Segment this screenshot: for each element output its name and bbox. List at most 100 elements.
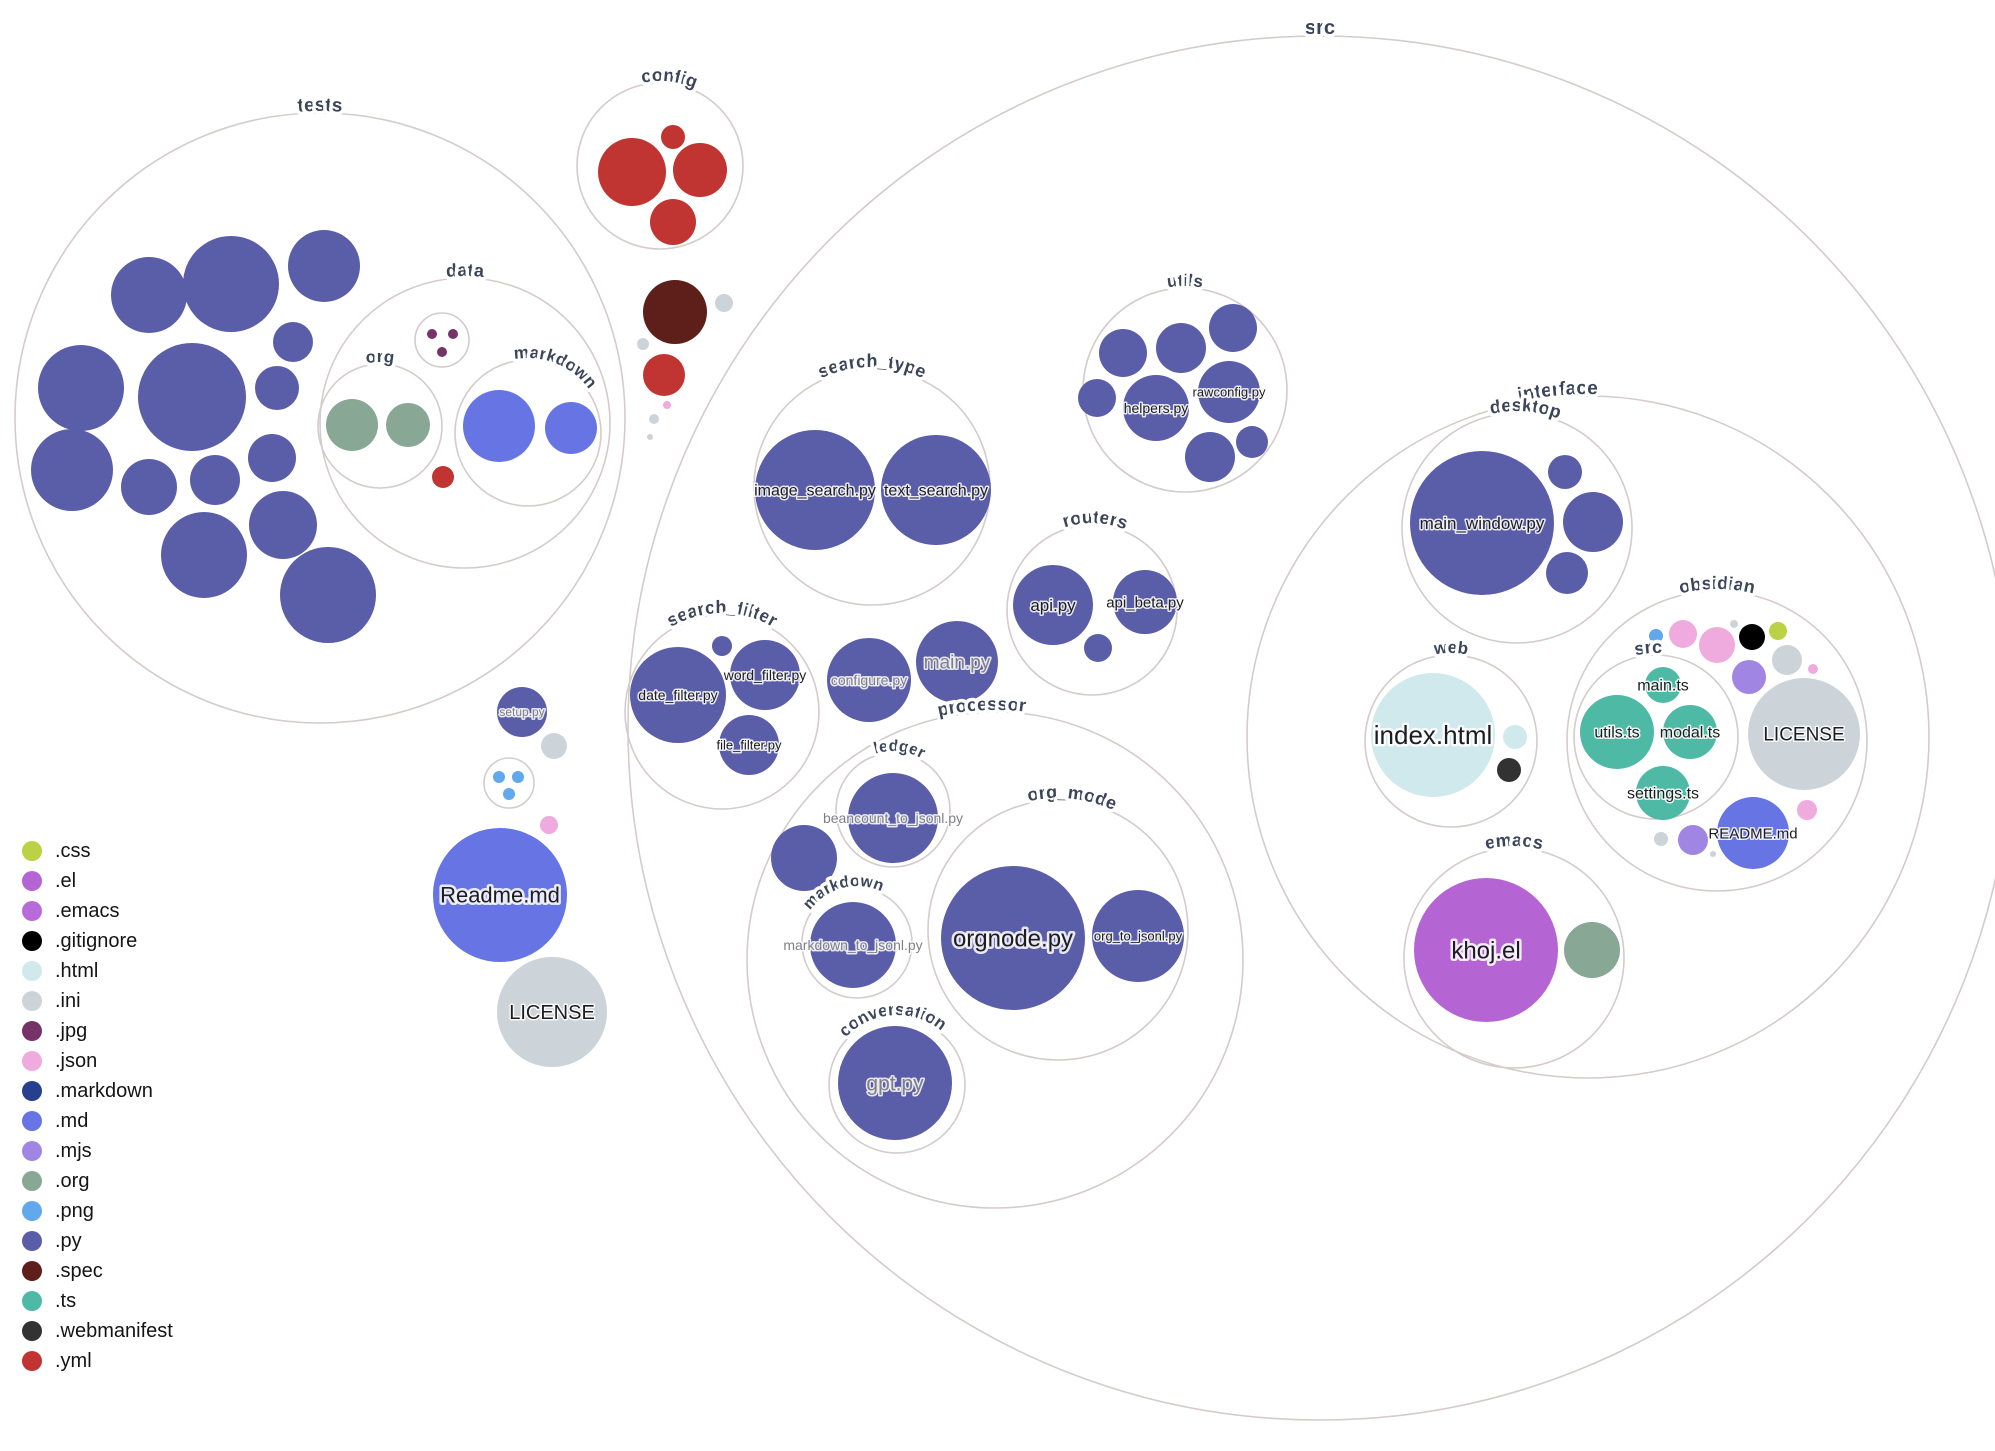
file-tests-py-12-circle: [161, 512, 247, 598]
file-utils-py-5-circle: [1185, 432, 1235, 482]
file-tests-py-3-circle: [288, 230, 360, 302]
legend-label-py: .py: [55, 1230, 82, 1252]
legend-item-emacs: .emacs: [22, 896, 173, 926]
file-rawconfig-py-label: rawconfig.py: [1193, 385, 1266, 400]
legend-label-md: .md: [55, 1110, 89, 1132]
legend-item-yml: .yml: [22, 1346, 173, 1376]
file-main-window-py-circle: [1410, 451, 1554, 595]
file-utils-py-6-circle: [1236, 426, 1268, 458]
file-root-ini-4-circle: [647, 434, 653, 440]
file-data-org-1-circle: [326, 399, 378, 451]
file-utils-py-1-circle: [1099, 329, 1147, 377]
file-desktop-py-3-circle: [1563, 492, 1623, 552]
file-index-html-circle: [1371, 673, 1495, 797]
folder-interface-desktop-circle: [1401, 412, 1633, 644]
file-web-html-2-circle: [1503, 725, 1527, 749]
file-orgnode-py-circle: [941, 866, 1085, 1010]
file-settings-ts-circle: [1636, 766, 1690, 820]
file-tests-py-5-circle: [38, 345, 124, 431]
legend-item-el: .el: [22, 866, 173, 896]
file-setup-py-label: setup.py: [499, 705, 544, 719]
file-beancount-to-jsonl-py-circle: [848, 773, 938, 863]
file-rawconfig-py-circle: [1198, 361, 1260, 423]
legend-label-org: .org: [55, 1170, 90, 1192]
file-tests-py-7-circle: [255, 366, 299, 410]
legend-item-mjs: .mjs: [22, 1136, 173, 1166]
legend-swatch-emacs-icon: [22, 901, 42, 921]
file-api-py-circle: [1013, 565, 1093, 645]
file-root-ini-2-circle: [637, 338, 649, 350]
legend-item-markdown: .markdown: [22, 1076, 173, 1106]
legend-label-mjs: .mjs: [55, 1140, 92, 1162]
folder-tests-data-label: data: [445, 260, 486, 281]
file-api-beta-py-circle: [1113, 570, 1177, 634]
legend-swatch-org-icon: [22, 1171, 42, 1191]
file-data-md-2-circle: [545, 402, 597, 454]
file-root-png-3-circle: [503, 788, 515, 800]
file-obsidian-json-4-circle: [1797, 800, 1817, 820]
legend-item-org: .org: [22, 1166, 173, 1196]
folder-interface-web-label: web: [1432, 638, 1469, 659]
folder-tests-data-org-label: org: [364, 347, 395, 367]
folder-src-search-filter-circle: [624, 614, 820, 810]
legend-label-ts: .ts: [55, 1290, 77, 1312]
file-obsidian-ini-4-circle: [1710, 851, 1716, 857]
legend-label-markdown: .markdown: [55, 1080, 153, 1102]
legend-swatch-json-icon: [22, 1051, 42, 1071]
folder-tests-data-jpg-circle: [414, 312, 470, 368]
folder-tests-data-org-circle: [317, 363, 443, 489]
folder-interface-emacs-label: emacs: [1483, 830, 1545, 854]
folder-tests-circle: [14, 112, 626, 724]
file-obsidian-css-circle: [1769, 622, 1787, 640]
folder-interface-web-circle: [1364, 654, 1538, 828]
file-beancount-to-jsonl-py-label: beancount_to_jsonl.py: [823, 810, 963, 826]
folder-src-circle: [627, 35, 1995, 1421]
file-obsidian-ini-2-circle: [1772, 645, 1802, 675]
legend-item-gitignore: .gitignore: [22, 926, 173, 956]
file-obsidian-json-1-circle: [1669, 620, 1697, 648]
file-setup-py-circle: [497, 687, 547, 737]
file-utils-ts-circle: [1580, 695, 1654, 769]
file-obsidian-ini-1-circle: [1730, 620, 1738, 628]
legend-swatch-html-icon: [22, 961, 42, 981]
folder-src-search-filter-label: search_filter: [663, 597, 780, 631]
file-main-py-label: main.py: [924, 653, 991, 674]
file-org-to-jsonl-py-circle: [1092, 890, 1184, 982]
file-word-filter-py-circle: [730, 640, 800, 710]
legend-swatch-webmanifest-icon: [22, 1321, 42, 1341]
legend-item-json: .json: [22, 1046, 173, 1076]
file-root-ini-5-circle: [541, 733, 567, 759]
legend-swatch-spec-icon: [22, 1261, 42, 1281]
legend-item-ts: .ts: [22, 1286, 173, 1316]
file-gpt-py-label: gpt.py: [866, 1072, 924, 1095]
file-obsidian-ini-3-circle: [1654, 832, 1668, 846]
legend-label-css: .css: [55, 840, 91, 862]
folder-config-circle: [576, 82, 744, 250]
file-data-jpg-2-circle: [448, 329, 458, 339]
file-root-spec-circle: [643, 280, 707, 344]
legend-swatch-mjs-icon: [22, 1141, 42, 1161]
folder-tests-data-markdown-circle: [454, 359, 602, 507]
folder-processor-org-mode-label: org_mode: [1026, 782, 1120, 814]
legend-swatch-md-icon: [22, 1111, 42, 1131]
legend-item-spec: .spec: [22, 1256, 173, 1286]
folder-processor-ledger-label: ledger: [872, 738, 928, 762]
file-readme-md-circle: [433, 828, 567, 962]
folder-src-routers-label: routers: [1060, 507, 1130, 533]
file-text-search-py-circle: [881, 435, 991, 545]
file-image-search-py-circle: [755, 430, 875, 550]
file-processor-py-1-circle: [771, 825, 837, 891]
file-root-json-1-circle: [663, 401, 671, 409]
file-tests-py-4-circle: [273, 322, 313, 362]
file-data-org-2-circle: [386, 403, 430, 447]
folder-processor-ledger-circle: [835, 752, 951, 868]
folder-obsidian-src-label: src: [1632, 637, 1662, 659]
legend-label-webmanifest: .webmanifest: [55, 1320, 173, 1342]
file-labels-layer: setup.py Readme.md LICENSE main.py configure…: [438, 383, 1847, 1097]
legend-item-png: .png: [22, 1196, 173, 1226]
folder-interface-obsidian-circle: [1566, 590, 1868, 892]
file-root-license-label: LICENSE: [509, 1002, 595, 1024]
extension-legend: .css .el .emacs .gitignore .html .ini .jpg .jso…: [22, 836, 173, 1376]
file-root-png-2-circle: [512, 771, 524, 783]
file-date-filter-py-circle: [630, 647, 726, 743]
